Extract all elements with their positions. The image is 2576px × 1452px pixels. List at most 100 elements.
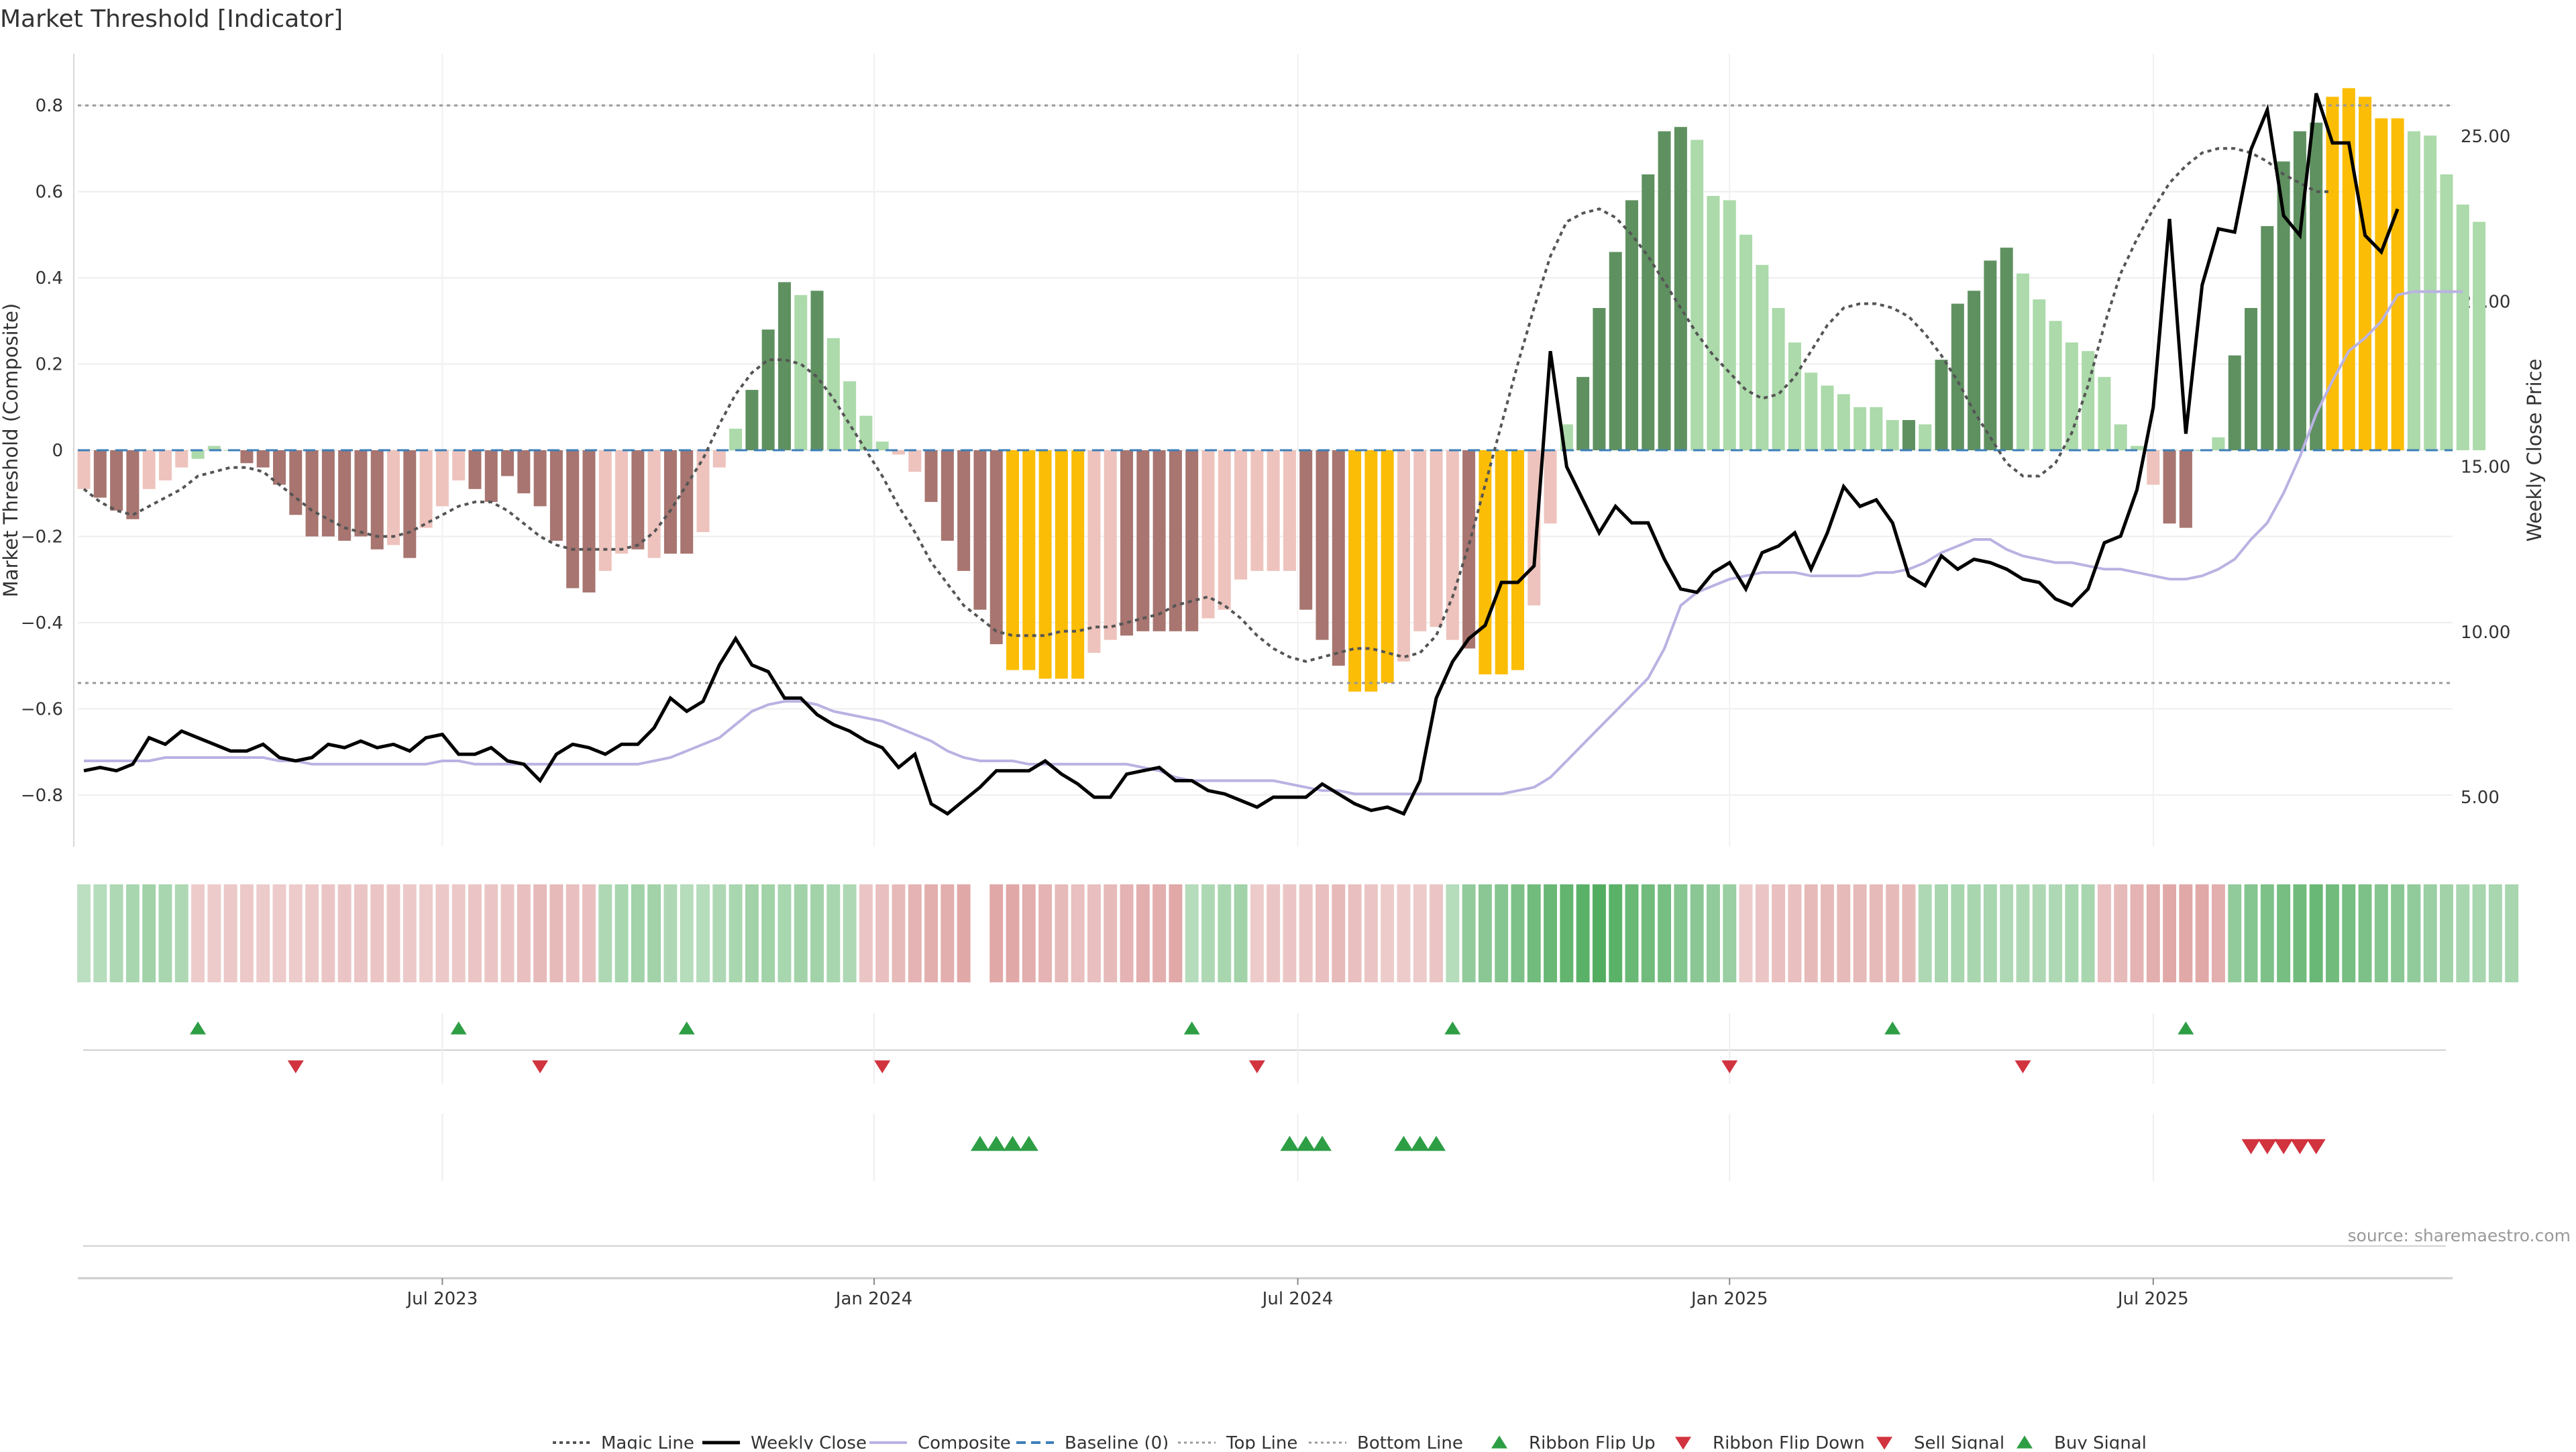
composite-bar (77, 450, 91, 489)
ribbon-cell (207, 884, 221, 982)
composite-bar (1984, 260, 1997, 450)
legend-label: Buy Signal (2054, 1433, 2147, 1449)
composite-bar (1234, 450, 1248, 580)
ribbon-cell (1381, 884, 1395, 982)
composite-bar (2277, 161, 2290, 450)
ribbon-cell (1185, 884, 1199, 982)
composite-bar (305, 450, 319, 537)
ribbon-cell (1707, 884, 1720, 982)
ribbon-cell (468, 884, 482, 982)
ribbon-cell (1364, 884, 1378, 982)
ribbon-cell (2244, 884, 2258, 982)
legend-swatch (1675, 1437, 1691, 1450)
ribbon-cell (2000, 884, 2014, 982)
composite-bar (1348, 450, 1362, 692)
legend-label: Weekly Close (751, 1433, 867, 1449)
sell-signal-marker (2241, 1139, 2261, 1155)
ribbon-cell (2049, 884, 2063, 982)
composite-bar (2147, 450, 2160, 485)
ribbon-cell (484, 884, 498, 982)
ribbon-flip-down-marker (874, 1060, 891, 1074)
composite-bar (93, 450, 107, 498)
composite-bar (419, 450, 433, 528)
ribbon-cell (2114, 884, 2128, 982)
buy-signal-marker (1394, 1135, 1413, 1151)
ribbon-flip-up-marker (450, 1021, 467, 1035)
y-tick-label: −0.4 (21, 613, 63, 633)
ribbon-cell (321, 884, 335, 982)
ribbon-flip-panel (83, 1013, 2446, 1084)
composite-bar (2016, 273, 2029, 450)
composite-bar (1576, 376, 1590, 450)
legend-label: Sell Signal (1914, 1433, 2004, 1449)
ribbon-cell (533, 884, 547, 982)
composite-bar (696, 450, 710, 533)
ribbon-cell (1511, 884, 1525, 982)
composite-bar (859, 415, 873, 450)
ribbon-cell (1837, 884, 1851, 982)
ribbon-cell (875, 884, 890, 982)
ribbon-cell (631, 884, 645, 982)
composite-bar (289, 450, 303, 515)
weekly-close-line (83, 93, 2400, 816)
composite-bar (1201, 450, 1215, 619)
composite-bar (1250, 450, 1264, 571)
composite-bar (126, 450, 140, 519)
composite-bar (745, 390, 759, 450)
composite-bar (1968, 291, 1981, 450)
composite-bar (2228, 355, 2241, 450)
ribbon-flip-down-marker (287, 1060, 304, 1074)
composite-bar (1364, 450, 1378, 692)
composite-bar (158, 450, 172, 480)
ribbon-cell (2032, 884, 2046, 982)
ribbon-cell (1869, 884, 1883, 982)
composite-bar (1527, 450, 1541, 606)
ribbon-cell (2211, 884, 2225, 982)
ribbon-cell (1886, 884, 1900, 982)
legend-swatch (2017, 1435, 2033, 1449)
composite-bar (729, 428, 743, 450)
composite-bar (663, 450, 677, 554)
ribbon-cell (2309, 884, 2323, 982)
composite-bar (1886, 420, 1899, 450)
sell-signal-marker (2306, 1139, 2326, 1155)
composite-bar (826, 338, 840, 450)
ribbon-cell (794, 884, 808, 982)
composite-bar (598, 450, 612, 571)
ribbon-flip-up-marker (678, 1021, 695, 1035)
ribbon-cell (1902, 884, 1916, 982)
ribbon-cell (1788, 884, 1802, 982)
composite-bar (452, 450, 466, 480)
ribbon-cell (386, 884, 400, 982)
ribbon-cell (1348, 884, 1362, 982)
composite-bar (973, 450, 987, 610)
composite-bar (354, 450, 368, 537)
main-panel: −0.8 −0.6 −0.4 −0.2 0 0.2 0.4 0.6 0.8 5.00 10.00 15… (0, 54, 2546, 847)
buy-signal-marker (1313, 1135, 1332, 1151)
ribbon-cell (500, 884, 515, 982)
ribbon-cell (125, 884, 140, 982)
ribbon-flip-up-marker (1183, 1021, 1200, 1035)
ribbon-cell (2407, 884, 2421, 982)
ribbon-cell (1527, 884, 1541, 982)
ribbon-cell (517, 884, 531, 982)
ribbon-cell (1967, 884, 1981, 982)
composite-bar (1316, 450, 1329, 640)
composite-bar (1446, 450, 1459, 640)
ribbon-cell (680, 884, 694, 982)
ribbon-cell (2016, 884, 2030, 982)
ribbon-cell (1625, 884, 1639, 982)
x-tick-label: Jan 2024 (835, 1289, 913, 1309)
x-tick-label: Jul 2023 (405, 1289, 478, 1309)
composite-bar (1658, 131, 1671, 450)
buy-signal-marker (1427, 1135, 1446, 1151)
ribbon-cell (2179, 884, 2193, 982)
ribbon-cell (305, 884, 319, 982)
ribbon-cell (1772, 884, 1786, 982)
composite-bar (2114, 424, 2127, 450)
ribbon-cell (614, 884, 629, 982)
composite-bar (1805, 372, 1818, 450)
signal-panel (83, 1114, 2446, 1247)
composite-bar (207, 446, 221, 450)
